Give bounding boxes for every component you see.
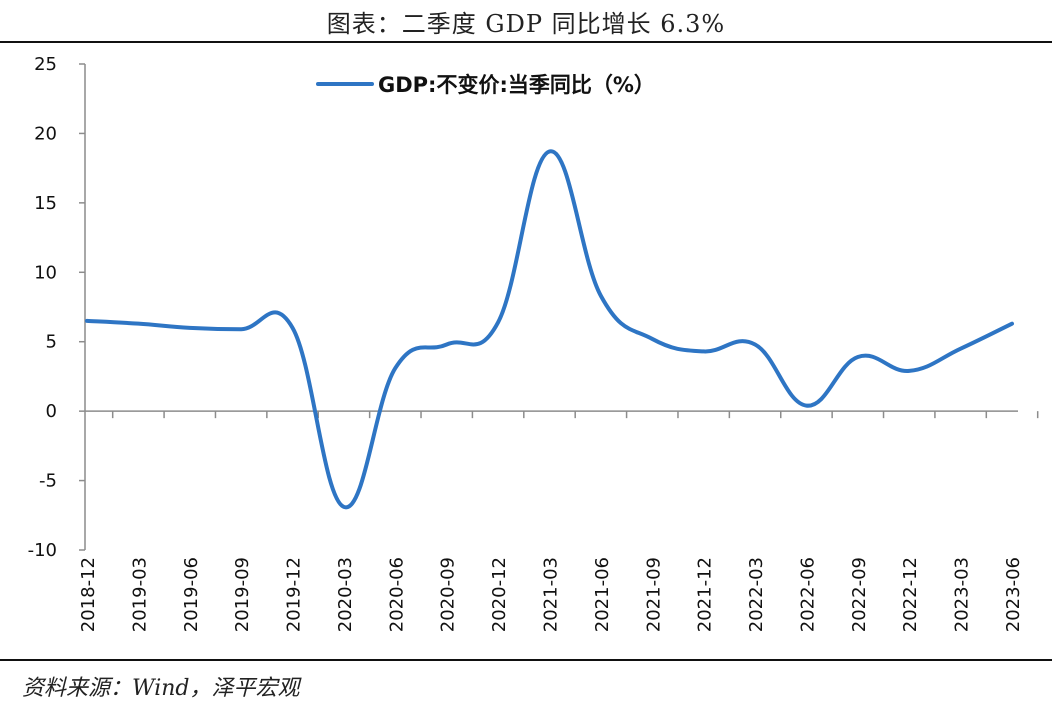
x-tick-label: 2021-06 [592, 557, 613, 632]
data-point [599, 294, 603, 298]
x-tick-label: 2021-09 [643, 557, 664, 632]
x-tick-label: 2020-12 [489, 557, 510, 632]
series-line-gdp [85, 149, 1014, 509]
y-tick-label: 10 [34, 262, 57, 283]
data-point [496, 320, 500, 324]
data-point [342, 505, 346, 509]
data-point [136, 322, 140, 326]
x-tick-label: 2022-09 [849, 557, 870, 632]
x-tick-label: 2022-12 [900, 557, 921, 632]
y-tick-label: -10 [28, 540, 57, 561]
figure-caption: 图表：二季度 GDP 同比增长 6.3% [326, 10, 726, 38]
data-point [959, 347, 963, 351]
x-tick-label: 2023-06 [1003, 557, 1024, 632]
data-point [907, 369, 911, 373]
source-note: 资料来源：Wind，泽平宏观 [22, 676, 300, 701]
data-point [393, 366, 397, 370]
data-point [239, 327, 243, 331]
x-tick-label: 2019-12 [284, 557, 305, 632]
legend: GDP:不变价:当季同比（%） [316, 73, 655, 97]
data-point [85, 319, 89, 323]
data-point [291, 326, 295, 330]
x-tick-label: 2020-09 [438, 557, 459, 632]
x-tick-label: 2019-06 [181, 557, 202, 632]
legend-label: GDP:不变价:当季同比（%） [378, 73, 655, 97]
top-divider [0, 41, 1052, 43]
chart-axes [84, 64, 1018, 550]
y-tick-label: 25 [34, 54, 57, 75]
x-tick-label: 2022-06 [797, 557, 818, 632]
y-tick-label: 15 [34, 193, 57, 214]
data-point [548, 149, 552, 153]
y-tick-label: -5 [39, 471, 57, 492]
x-tick-label: 2020-06 [386, 557, 407, 632]
x-tick-label: 2018-12 [78, 557, 99, 632]
data-point [753, 342, 757, 346]
data-point [445, 342, 449, 346]
x-tick-label: 2023-03 [952, 557, 973, 632]
bottom-divider [0, 659, 1052, 661]
x-tick-label: 2019-09 [232, 557, 253, 632]
y-tick-label: 20 [34, 123, 57, 144]
x-tick-label: 2021-03 [541, 557, 562, 632]
x-tick-label: 2020-03 [335, 557, 356, 632]
x-tick-label: 2019-03 [129, 557, 150, 632]
y-axis-ticks: 25 20 15 10 5 0 -5 -10 [28, 54, 85, 561]
x-axis-ticks: 2018-12 2019-03 2019-06 2019-09 2019-12 2020-… [78, 411, 1039, 632]
data-point [650, 337, 654, 341]
y-tick-label: 0 [46, 401, 57, 422]
data-point [1010, 322, 1014, 326]
data-point [804, 404, 808, 408]
series-layer [85, 149, 1014, 509]
y-tick-label: 5 [46, 332, 57, 353]
data-point [188, 326, 192, 330]
x-tick-label: 2021-12 [695, 557, 716, 632]
data-point [856, 355, 860, 359]
x-tick-label: 2022-03 [746, 557, 767, 632]
data-point [702, 349, 706, 353]
